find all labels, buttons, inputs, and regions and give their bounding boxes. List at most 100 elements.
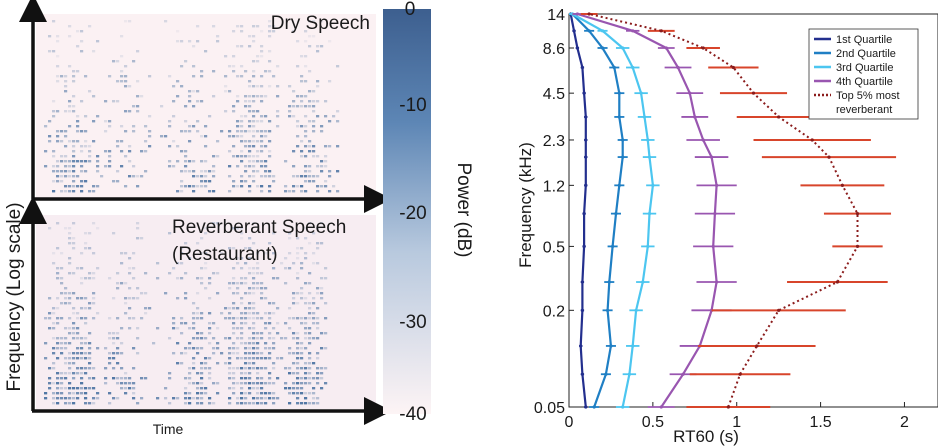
spectrogram-cell bbox=[188, 40, 192, 43]
spectrogram-cell bbox=[112, 100, 116, 103]
spectrogram-cell bbox=[284, 190, 288, 193]
spectrogram-cell bbox=[236, 155, 240, 158]
spectrogram-cell bbox=[64, 175, 68, 178]
data-point bbox=[587, 29, 591, 33]
spectrogram-cell bbox=[320, 160, 324, 163]
spectrogram-cell bbox=[48, 140, 52, 143]
spectrogram-cell bbox=[132, 165, 136, 168]
spectrogram-cell bbox=[200, 185, 204, 188]
spectrogram-cell bbox=[68, 125, 72, 128]
spectrogram-cell bbox=[308, 150, 312, 153]
spectrogram-cell bbox=[56, 35, 60, 38]
spectrogram-cell bbox=[68, 232, 72, 235]
spectrogram-cell bbox=[268, 175, 272, 178]
spectrogram-cell bbox=[168, 75, 172, 78]
spectrogram-cell bbox=[124, 282, 128, 285]
spectrogram-cell bbox=[48, 327, 52, 330]
spectrogram-cell bbox=[268, 392, 272, 395]
spectrogram-cell bbox=[84, 352, 88, 355]
spectrogram-cell bbox=[276, 322, 280, 325]
colorbar-label: Power (dB) bbox=[453, 162, 474, 257]
spectrogram-cell bbox=[244, 362, 248, 365]
x-tick-label: 0 bbox=[565, 414, 574, 431]
spectrogram-cell bbox=[200, 312, 204, 315]
spectrogram-cell bbox=[276, 65, 280, 68]
spectrogram-cell bbox=[320, 377, 324, 380]
spectrogram-cell bbox=[132, 267, 136, 270]
spectrogram-cell bbox=[260, 367, 264, 370]
spectrogram-cell bbox=[68, 165, 72, 168]
spectrogram-cell bbox=[108, 362, 112, 365]
spectrogram-cell bbox=[296, 372, 300, 375]
spectrogram-cell bbox=[248, 357, 252, 360]
spectrogram-cell bbox=[292, 382, 296, 385]
spectrogram-cell bbox=[60, 160, 64, 163]
reverberant-title-line1: Reverberant Speech bbox=[172, 217, 346, 238]
spectrogram-cell bbox=[156, 327, 160, 330]
spectrogram-cell bbox=[80, 337, 84, 340]
x-tick-label: 0.5 bbox=[642, 414, 664, 431]
spectrogram-cell bbox=[232, 30, 236, 33]
spectrogram-cell bbox=[128, 145, 132, 148]
spectrogram-cell bbox=[128, 267, 132, 270]
spectrogram-cell bbox=[304, 327, 308, 330]
spectrogram-cell bbox=[108, 75, 112, 78]
spectrogram-cell bbox=[264, 160, 268, 163]
spectrogram-cell bbox=[204, 50, 208, 53]
spectrogram-cell bbox=[192, 90, 196, 93]
spectrogram-cell bbox=[252, 332, 256, 335]
spectrogram-cell bbox=[264, 165, 268, 168]
spectrogram-cell bbox=[172, 100, 176, 103]
spectrogram-cell bbox=[44, 150, 48, 153]
spectrogram-cell bbox=[196, 352, 200, 355]
spectrogram-cell bbox=[128, 287, 132, 290]
series-1 bbox=[569, 12, 588, 409]
spectrogram-cell bbox=[84, 140, 88, 143]
spectrogram-cell bbox=[308, 367, 312, 370]
spectrogram-cell bbox=[52, 110, 56, 113]
spectrogram-cell bbox=[156, 262, 160, 265]
data-point bbox=[580, 372, 585, 376]
spectrogram-cell bbox=[136, 175, 140, 178]
spectrogram-cell bbox=[112, 397, 116, 400]
spectrogram-cell bbox=[80, 342, 84, 345]
spectrogram-cell bbox=[316, 85, 320, 88]
spectrogram-cell bbox=[56, 80, 60, 83]
spectrogram-cell bbox=[328, 175, 332, 178]
spectrogram-cell bbox=[172, 317, 176, 320]
spectrogram-cell bbox=[256, 155, 260, 158]
spectrogram-cell bbox=[84, 115, 88, 118]
spectrogram-cell bbox=[184, 272, 188, 275]
spectrogram-cell bbox=[248, 190, 252, 193]
spectrogram-cell bbox=[188, 257, 192, 260]
spectrogram-cell bbox=[68, 332, 72, 335]
spectrogram-cell bbox=[256, 367, 260, 370]
data-point bbox=[631, 344, 635, 348]
spectrogram-cell bbox=[64, 190, 68, 193]
spectrogram-cell bbox=[80, 40, 84, 43]
spectrogram-cell bbox=[252, 75, 256, 78]
spectrogram-cell bbox=[240, 140, 244, 143]
spectrogram-cell bbox=[312, 297, 316, 300]
spectrogram-cell bbox=[128, 110, 132, 113]
spectrogram-cell bbox=[76, 367, 80, 370]
spectrogram-cell bbox=[264, 327, 268, 330]
spectrogram-cell bbox=[308, 272, 312, 275]
spectrogram-cell bbox=[292, 352, 296, 355]
spectrogram-cell bbox=[252, 130, 256, 133]
spectrogram-cell bbox=[144, 150, 148, 153]
data-point bbox=[751, 91, 756, 95]
spectrogram-cell bbox=[300, 75, 304, 78]
spectrogram-cell bbox=[296, 237, 300, 240]
spectrogram-cell bbox=[260, 50, 264, 53]
spectrogram-cell bbox=[296, 342, 300, 345]
spectrogram-cell bbox=[52, 337, 56, 340]
spectrogram-cell bbox=[184, 292, 188, 295]
spectrogram-cell bbox=[48, 382, 52, 385]
spectrogram-cell bbox=[64, 347, 68, 350]
spectrogram-cell bbox=[52, 352, 56, 355]
spectrogram-cell bbox=[104, 165, 108, 168]
spectrogram-cell bbox=[236, 75, 240, 78]
spectrogram-cell bbox=[308, 90, 312, 93]
spectrogram-cell bbox=[292, 100, 296, 103]
